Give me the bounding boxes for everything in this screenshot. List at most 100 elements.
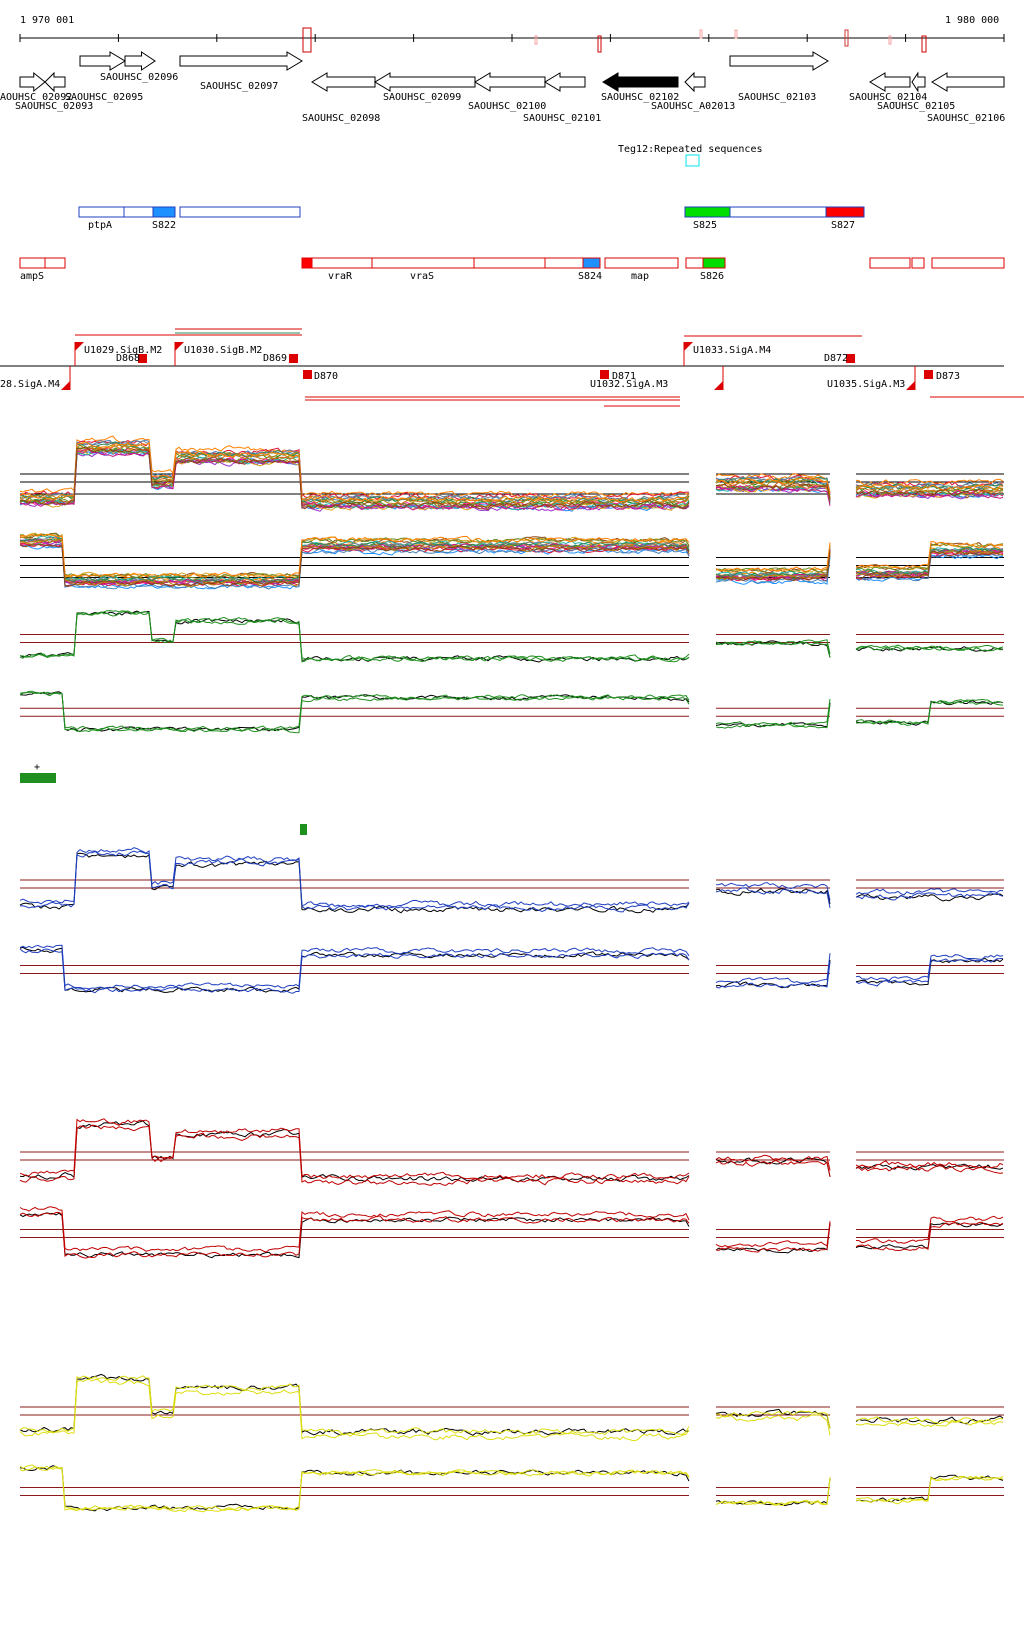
segment-red-3[interactable] xyxy=(311,257,373,269)
segment-red-11[interactable] xyxy=(869,257,911,269)
terminator-1[interactable] xyxy=(289,354,298,363)
terminator-4[interactable] xyxy=(846,354,855,363)
expression-multi-minus-series xyxy=(855,541,1004,572)
promoter-flag-bottom-1[interactable] xyxy=(714,381,723,390)
expression-green-minus-series xyxy=(715,702,831,728)
promoter-top-label-1: U1030.SigB.M2 xyxy=(184,345,262,356)
expression-red-plus-series xyxy=(715,1154,831,1171)
segment-red-13[interactable] xyxy=(931,257,1005,269)
expression-green-plus-series xyxy=(715,639,831,655)
segment-red-7[interactable] xyxy=(582,257,601,269)
expression-blue-plus-series xyxy=(715,881,831,901)
expression-multi-plus-series xyxy=(715,472,831,493)
expression-yellow-minus-series xyxy=(715,1477,831,1506)
expression-red-plus-series xyxy=(855,1160,1004,1169)
gene-arrow-g02104[interactable] xyxy=(869,72,911,92)
gene-label-g02096: SAOUHSC_02096 xyxy=(100,72,178,83)
segment-red-9[interactable] xyxy=(685,257,704,269)
expression-red-minus-series xyxy=(19,1206,690,1253)
expression-red-plus-series xyxy=(855,1163,1004,1171)
segment-blue-4[interactable] xyxy=(684,206,731,218)
expression-multi-plus-series xyxy=(19,439,690,503)
segment-red-label-7: S824 xyxy=(578,271,602,282)
gene-arrow-aouhsc_02093a[interactable] xyxy=(19,71,46,93)
terminator-label-5: D873 xyxy=(936,371,960,382)
segment-red-10[interactable] xyxy=(702,257,726,269)
segment-blue-2[interactable] xyxy=(152,206,176,218)
segment-blue-6[interactable] xyxy=(825,206,865,218)
gene-arrow-g02102[interactable] xyxy=(602,72,679,92)
repeat-box[interactable] xyxy=(685,154,700,167)
promoter-flag-top-1[interactable] xyxy=(175,342,184,351)
segment-red-12[interactable] xyxy=(911,257,925,269)
expression-multi-minus-series xyxy=(19,538,690,588)
segment-red-1[interactable] xyxy=(44,257,66,269)
mini-marker-green[interactable] xyxy=(20,773,56,783)
gene-arrow-aouhsc_02093[interactable] xyxy=(44,71,66,93)
axis-feature-mark[interactable] xyxy=(921,35,927,53)
coord-start: 1 970 001 xyxy=(20,15,74,26)
expression-multi-minus-series xyxy=(855,540,1004,569)
axis-feature-mark[interactable] xyxy=(888,35,892,45)
gene-arrow-gA02013[interactable] xyxy=(684,71,706,93)
segment-red-2[interactable] xyxy=(301,257,313,269)
expression-blue-minus-series xyxy=(19,944,690,990)
promoter-top-label-0: U1029.SigB.M2 xyxy=(84,345,162,356)
gene-arrow-g02101[interactable] xyxy=(544,72,586,92)
expression-green-plus-series xyxy=(855,645,1004,652)
expression-blue-plus-series xyxy=(855,888,1004,896)
expression-yellow-minus-series xyxy=(19,1466,690,1513)
expression-red-minus-series xyxy=(715,1221,831,1248)
axis-feature-mark[interactable] xyxy=(699,29,703,39)
segment-blue-0[interactable] xyxy=(78,206,125,218)
terminator-0[interactable] xyxy=(138,354,147,363)
axis-feature-mark[interactable] xyxy=(534,35,538,45)
expression-blue-plus-series xyxy=(856,892,1004,901)
expression-green-minus-series xyxy=(715,698,831,727)
expression-blue-plus-series xyxy=(19,847,690,908)
axis-feature-mark[interactable] xyxy=(302,27,312,53)
expression-green-plus-series xyxy=(20,610,690,663)
terminator-3[interactable] xyxy=(600,370,609,379)
segment-red-5[interactable] xyxy=(473,257,546,269)
gene-label-g02101: SAOUHSC_02101 xyxy=(523,113,601,124)
mini-marker-green-2[interactable] xyxy=(300,824,307,835)
coord-end: 1 980 000 xyxy=(945,15,999,26)
expression-green-plus-series xyxy=(855,644,1004,651)
promoter-flag-top-2[interactable] xyxy=(684,342,693,351)
axis-feature-mark[interactable] xyxy=(844,29,849,47)
promoter-flag-bottom-0[interactable] xyxy=(61,381,70,390)
gene-arrow-g02097[interactable] xyxy=(179,51,303,71)
gene-arrow-g02103[interactable] xyxy=(729,51,829,71)
terminator-2[interactable] xyxy=(303,370,312,379)
expression-multi-minus-series xyxy=(715,542,831,572)
segment-blue-1[interactable] xyxy=(123,206,154,218)
segment-red-8[interactable] xyxy=(604,257,679,269)
expression-multi-plus-series xyxy=(855,478,1004,486)
expression-blue-minus-series xyxy=(715,953,831,984)
gene-arrow-g02099[interactable] xyxy=(374,72,476,92)
gene-label-g02098: SAOUHSC_02098 xyxy=(302,113,380,124)
promoter-flag-top-0[interactable] xyxy=(75,342,84,351)
gene-arrow-g02105[interactable] xyxy=(911,71,926,93)
expression-red-plus-series xyxy=(855,1165,1004,1174)
expression-green-minus-series xyxy=(715,704,831,729)
segment-blue-3[interactable] xyxy=(179,206,301,218)
promoter-flag-bottom-2[interactable] xyxy=(906,381,915,390)
gene-arrow-g02106[interactable] xyxy=(931,72,1005,92)
segment-red-6[interactable] xyxy=(544,257,584,269)
gene-label-g02104: SAOUHSC_02104 xyxy=(849,92,927,103)
axis-feature-mark[interactable] xyxy=(734,29,738,39)
expression-red-minus-series xyxy=(855,1215,1004,1244)
axis-feature-mark[interactable] xyxy=(597,35,602,53)
gene-arrow-g02098[interactable] xyxy=(311,72,376,92)
segment-blue-5[interactable] xyxy=(729,206,827,218)
expression-red-plus-series xyxy=(19,1118,690,1180)
gene-arrow-g02096[interactable] xyxy=(124,51,156,71)
terminator-5[interactable] xyxy=(924,370,933,379)
segment-red-0[interactable] xyxy=(19,257,46,269)
gene-arrow-g02100[interactable] xyxy=(474,72,546,92)
gene-arrow-g02095[interactable] xyxy=(79,51,126,71)
segment-red-4[interactable] xyxy=(371,257,475,269)
